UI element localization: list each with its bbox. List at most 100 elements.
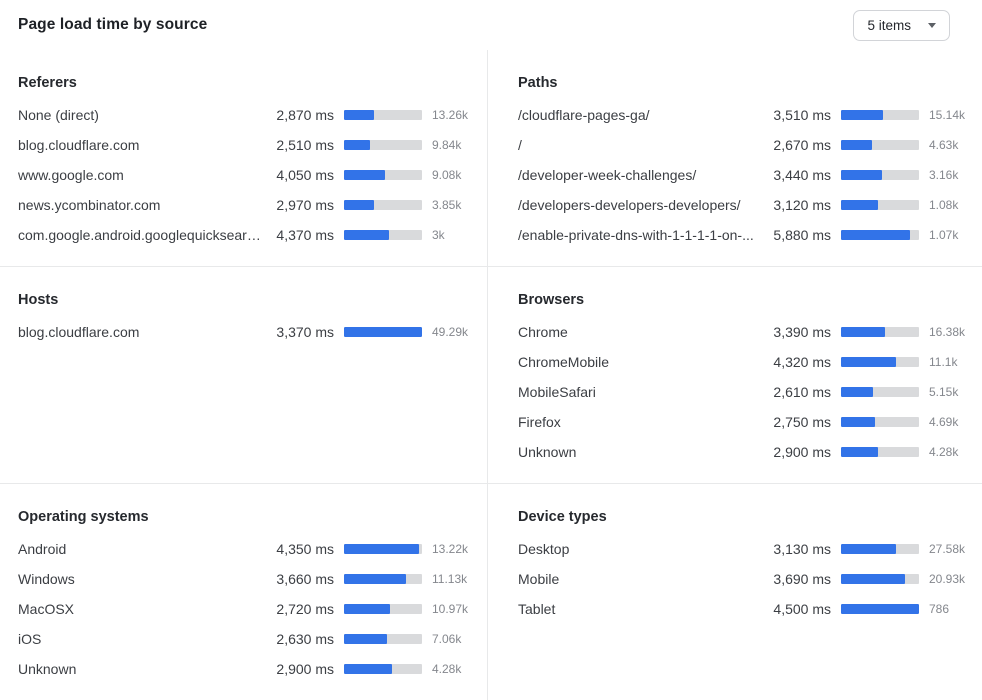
bar-track	[344, 634, 422, 644]
row-count: 20.93k	[929, 572, 966, 586]
row-ms-value: 3,120 ms	[773, 197, 831, 213]
panel-device-types: Device types Desktop 3,130 ms 27.58k Mobile 3…	[487, 484, 982, 700]
row-ms-value: 2,900 ms	[276, 661, 334, 677]
row-count: 3.85k	[432, 198, 462, 212]
bar-fill	[841, 230, 911, 240]
row-label: /developers-developers-developers/	[518, 197, 741, 213]
bar-fill	[344, 327, 422, 337]
row-label: Chrome	[518, 324, 568, 340]
row-ms-value: 3,690 ms	[773, 571, 831, 587]
metric-row[interactable]: Mobile 3,690 ms 20.93k	[518, 564, 973, 594]
row-count: 1.08k	[929, 198, 959, 212]
row-label: Desktop	[518, 541, 570, 557]
row-ms-value: 2,750 ms	[773, 414, 831, 430]
metric-row[interactable]: Unknown 2,900 ms 4.28k	[518, 437, 973, 467]
metric-row[interactable]: / 2,670 ms 4.63k	[518, 130, 973, 160]
row-label: Tablet	[518, 601, 556, 617]
bar-fill	[344, 140, 370, 150]
panel-referers: Referers None (direct) 2,870 ms 13.26k blog.…	[0, 50, 487, 267]
metric-row[interactable]: com.google.android.googlequicksearc... 4,…	[18, 220, 476, 250]
row-ms-value: 5,880 ms	[773, 227, 831, 243]
bar-track	[841, 604, 919, 614]
panel-title: Referers	[18, 75, 77, 91]
items-count-select[interactable]: 5 items	[853, 9, 950, 41]
row-label: Unknown	[18, 661, 77, 677]
metric-row[interactable]: ChromeMobile 4,320 ms 11.1k	[518, 347, 973, 377]
panel-title: Hosts	[18, 292, 59, 308]
row-ms-value: 3,660 ms	[276, 571, 334, 587]
row-label: Android	[18, 541, 67, 557]
row-ms-value: 2,510 ms	[276, 137, 334, 153]
bar-fill	[344, 200, 375, 210]
row-label: /cloudflare-pages-ga/	[518, 107, 650, 123]
row-ms-value: 3,510 ms	[773, 107, 831, 123]
items-count-value: 5 items	[867, 17, 911, 33]
metric-row[interactable]: MobileSafari 2,610 ms 5.15k	[518, 377, 973, 407]
bar-track	[841, 230, 919, 240]
bar-fill	[344, 664, 393, 674]
bar-fill	[344, 574, 406, 584]
bar-track	[344, 200, 422, 210]
metric-row[interactable]: /cloudflare-pages-ga/3,510 ms 15.14k	[518, 100, 973, 130]
metric-row[interactable]: Unknown 2,900 ms 4.28k	[18, 654, 476, 684]
metric-row[interactable]: Windows 3,660 ms 11.13k	[18, 564, 476, 594]
metric-row[interactable]: MacOSX 2,720 ms 10.97k	[18, 594, 476, 624]
row-count: 11.13k	[432, 572, 468, 586]
bar-track	[344, 230, 422, 240]
bar-fill	[841, 170, 882, 180]
metric-row[interactable]: news.ycombinator.com 2,970 ms 3.85k	[18, 190, 476, 220]
metric-row[interactable]: /enable-private-dns-with-1-1-1-1-on-... 5…	[518, 220, 973, 250]
row-count: 13.22k	[432, 542, 469, 556]
row-label: com.google.android.googlequicksearc...	[18, 227, 262, 243]
metric-row[interactable]: Android 4,350 ms 13.22k	[18, 534, 476, 564]
metric-row[interactable]: Desktop 3,130 ms 27.58k	[518, 534, 973, 564]
row-ms-value: 4,500 ms	[773, 601, 831, 617]
metric-row[interactable]: blog.cloudflare.com 2,510 ms 9.84k	[18, 130, 476, 160]
bar-fill	[344, 230, 390, 240]
metric-row[interactable]: /developer-week-challenges/3,440 ms 3.16k	[518, 160, 973, 190]
bar-track	[344, 544, 422, 554]
row-count: 4.63k	[929, 138, 959, 152]
row-ms-value: 4,350 ms	[276, 541, 334, 557]
row-ms-value: 3,390 ms	[773, 324, 831, 340]
row-ms-value: 4,320 ms	[773, 354, 831, 370]
bar-fill	[841, 544, 896, 554]
row-count: 1.07k	[929, 228, 959, 242]
row-count: 11.1k	[929, 355, 958, 369]
bar-fill	[344, 544, 419, 554]
row-ms-value: 3,440 ms	[773, 167, 831, 183]
metric-row[interactable]: www.google.com 4,050 ms 9.08k	[18, 160, 476, 190]
row-count: 16.38k	[929, 325, 966, 339]
row-ms-value: 2,610 ms	[773, 384, 831, 400]
metric-row[interactable]: Firefox 2,750 ms 4.69k	[518, 407, 973, 437]
bar-track	[841, 574, 919, 584]
row-count: 4.69k	[929, 415, 959, 429]
bar-track	[841, 417, 919, 427]
row-count: 15.14k	[929, 108, 966, 122]
metric-row[interactable]: /developers-developers-developers/3,120 …	[518, 190, 973, 220]
row-label: Mobile	[518, 571, 560, 587]
row-count: 10.97k	[432, 602, 469, 616]
panel-hosts: Hosts blog.cloudflare.com 3,370 ms 49.29k	[0, 267, 487, 484]
bar-track	[344, 140, 422, 150]
metric-row[interactable]: iOS 2,630 ms 7.06k	[18, 624, 476, 654]
bar-track	[841, 200, 919, 210]
row-label: None (direct)	[18, 107, 99, 123]
chevron-down-icon	[928, 22, 936, 28]
bar-fill	[841, 140, 873, 150]
row-count: 3k	[432, 228, 445, 242]
row-count: 9.84k	[432, 138, 462, 152]
metric-row[interactable]: None (direct) 2,870 ms 13.26k	[18, 100, 476, 130]
panel-operating-systems: Operating systems Android 4,350 ms 13.22k Wi…	[0, 484, 487, 700]
bar-track	[841, 327, 919, 337]
bar-track	[841, 110, 919, 120]
bar-fill	[841, 417, 876, 427]
row-count: 4.28k	[432, 662, 462, 676]
row-count: 7.06k	[432, 632, 462, 646]
row-label: blog.cloudflare.com	[18, 324, 140, 340]
metric-row[interactable]: Chrome 3,390 ms 16.38k	[518, 317, 973, 347]
metric-row[interactable]: Tablet 4,500 ms 786	[518, 594, 973, 624]
metric-row[interactable]: blog.cloudflare.com 3,370 ms 49.29k	[18, 317, 476, 347]
bar-fill	[344, 170, 386, 180]
bar-fill	[841, 327, 885, 337]
